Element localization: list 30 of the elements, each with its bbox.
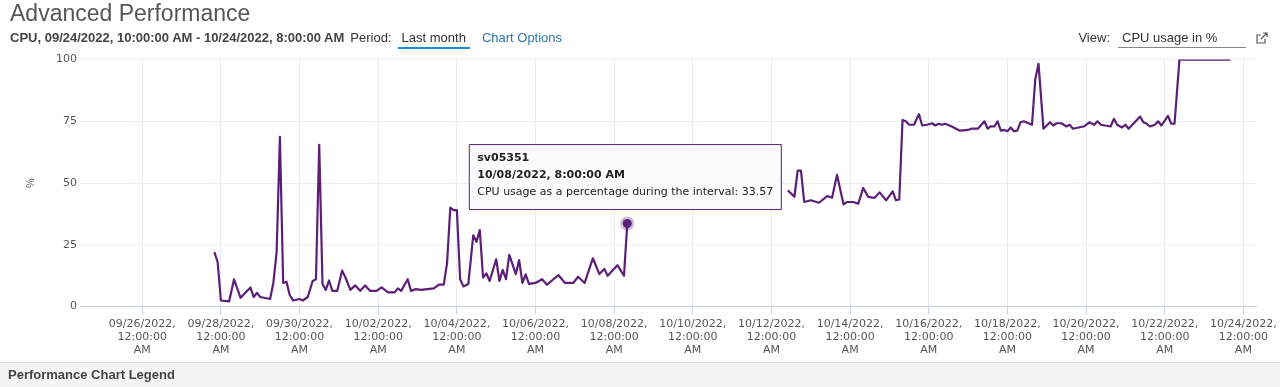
y-tick-label: 100	[56, 52, 77, 66]
chart-subtitle: CPU, 09/24/2022, 10:00:00 AM - 10/24/2022, 8:00:00 AM	[10, 30, 345, 45]
x-tick-label: 10/22/2022, 12:00:00 AM	[1131, 316, 1199, 357]
chart-title: Advanced Performance	[10, 0, 251, 27]
y-tick-label: 50	[63, 175, 77, 189]
x-tick-label: 10/16/2022, 12:00:00 AM	[895, 316, 963, 357]
text: CPU usage in %	[1118, 30, 1246, 48]
x-tick-label: 09/28/2022, 12:00:00 AM	[187, 316, 255, 357]
y-tick-label: 75	[63, 114, 77, 128]
x-tick-label: 10/10/2022, 12:00:00 AM	[659, 316, 727, 357]
x-tick-label: 10/08/2022, 12:00:00 AM	[580, 316, 648, 357]
text: Performance Chart Legend	[0, 362, 1280, 387]
x-tick-label: 10/04/2022, 12:00:00 AM	[423, 316, 491, 357]
x-tick-label: 10/20/2022, 12:00:00 AM	[1052, 316, 1120, 357]
x-tick-label: 09/26/2022, 12:00:00 AM	[108, 316, 176, 357]
text: Period:	[350, 30, 392, 45]
x-tick-label: 10/18/2022, 12:00:00 AM	[973, 316, 1041, 357]
x-tick-label: 10/12/2022, 12:00:00 AM	[738, 316, 805, 357]
x-tick-label: 10/06/2022, 12:00:00 AM	[502, 316, 569, 357]
x-tick-label: 10/14/2022, 12:00:00 AM	[816, 316, 884, 357]
y-tick-label: 0	[70, 299, 77, 313]
text: View:	[1078, 30, 1110, 47]
x-tick-label: 10/24/2022, 12:00:00 AM	[1209, 316, 1277, 357]
x-tick-label: 09/30/2022, 12:00:00 AM	[266, 316, 334, 357]
text: Last month	[397, 30, 470, 49]
y-axis-title: %	[23, 177, 36, 188]
y-tick-label: 25	[63, 237, 77, 251]
annotation: sv05351 10/08/2022, 8:00:00 AM CPU usage as a percentage during the interval: 33.57	[477, 150, 774, 198]
text: Chart Options	[481, 30, 563, 45]
x-tick-label: 10/02/2022, 12:00:00 AM	[344, 316, 412, 357]
